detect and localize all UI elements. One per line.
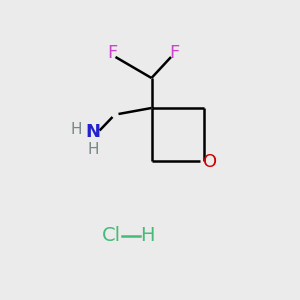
- Text: O: O: [203, 153, 217, 171]
- Text: H: H: [87, 142, 99, 158]
- Text: H: H: [71, 122, 82, 136]
- Text: F: F: [169, 44, 180, 62]
- Text: F: F: [107, 44, 117, 62]
- Text: H: H: [140, 226, 154, 245]
- Text: Cl: Cl: [101, 226, 121, 245]
- Text: N: N: [85, 123, 100, 141]
